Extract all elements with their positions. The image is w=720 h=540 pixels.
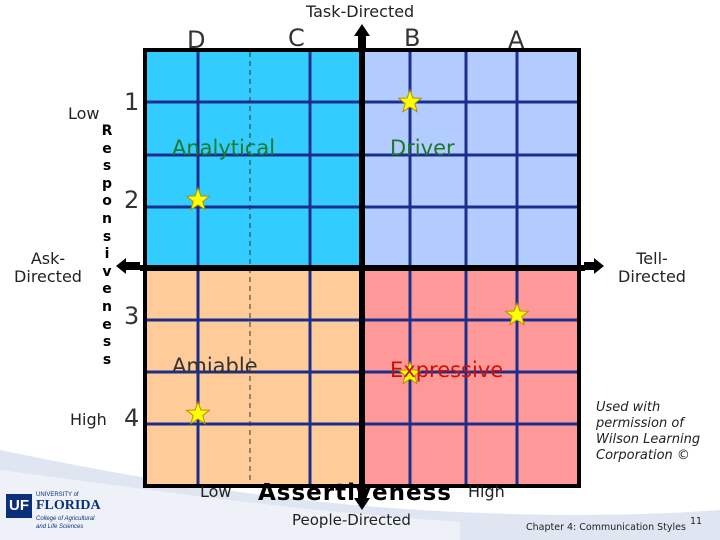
responsiveness-low-label: Low <box>68 104 100 123</box>
logo-line1: UNIVERSITY of <box>36 492 79 498</box>
uf-mark: UF <box>6 494 32 518</box>
quadrant-analytical-bg <box>147 52 362 268</box>
column-letter-b: B <box>404 24 421 52</box>
star-expressive-3-icon <box>504 301 530 326</box>
footer-chapter: Chapter 4: Communication Styles <box>526 522 686 533</box>
footer-page-number: 11 <box>690 516 703 527</box>
arrow-up <box>354 24 370 48</box>
quadrant-driver-bg <box>362 52 577 268</box>
responsiveness-letter: i <box>104 246 110 263</box>
responsiveness-letter: n <box>102 210 112 227</box>
row-number-2: 2 <box>124 186 140 214</box>
logo-line4: and Life Sciences <box>36 524 84 530</box>
assertiveness-low-label: Low <box>200 482 232 501</box>
responsiveness-letter: R <box>101 123 113 139</box>
row-number-1: 1 <box>124 88 140 116</box>
star-analytical-2-icon <box>185 186 211 211</box>
quadrant-label-analytical: Analytical <box>172 136 276 160</box>
decorative-wave <box>0 450 720 540</box>
logo-line2: FLORIDA <box>36 498 101 513</box>
arrow-down <box>354 488 370 510</box>
star-amiable-4-icon <box>185 400 211 425</box>
star-driver-top-icon <box>397 88 423 113</box>
responsiveness-letter: s <box>102 228 112 245</box>
tell-directed-label: Tell- Directed <box>618 249 686 286</box>
responsiveness-letter: e <box>102 316 112 333</box>
responsiveness-letter: v <box>102 263 112 280</box>
row-number-4: 4 <box>124 404 140 432</box>
quadrant-label-driver: Driver <box>390 136 455 160</box>
logo-line3: College of Agricultural <box>36 516 95 522</box>
responsiveness-letter: s <box>102 334 112 351</box>
credit-note: Used with permission of Wilson Learning … <box>596 400 701 463</box>
ask-directed-label: Ask- Directed <box>14 249 82 286</box>
responsiveness-letter: s <box>102 351 112 368</box>
column-letter-c: C <box>288 24 305 52</box>
quadrant-expressive-bg <box>362 268 577 484</box>
responsiveness-high-label: High <box>70 410 107 429</box>
star-expressive-label-icon <box>397 360 423 385</box>
quadrant-label-amiable: Amiable <box>172 354 258 378</box>
university-logo: UF UNIVERSITY of FLORIDA College of Agri… <box>6 492 128 536</box>
responsiveness-letter: s <box>102 158 112 175</box>
grid-border <box>143 48 581 488</box>
responsiveness-letter: p <box>101 175 113 192</box>
people-directed-label: People-Directed <box>292 511 411 529</box>
column-letter-d: D <box>187 26 206 54</box>
arrow-left <box>116 258 140 274</box>
assertiveness-label: Assertiveness <box>258 480 452 506</box>
column-letter-a: A <box>508 26 525 54</box>
responsiveness-letter: o <box>102 193 112 210</box>
arrow-right <box>584 258 604 274</box>
responsiveness-letter: e <box>102 281 112 298</box>
task-directed-label: Task-Directed <box>306 2 415 21</box>
quadrant-label-expressive: Expressive <box>390 358 504 382</box>
responsiveness-letter: e <box>102 140 112 157</box>
assertiveness-high-label: High <box>468 482 505 501</box>
quadrant-amiable-bg <box>147 268 362 484</box>
responsiveness-letter: n <box>102 298 112 315</box>
row-number-3: 3 <box>124 302 140 330</box>
